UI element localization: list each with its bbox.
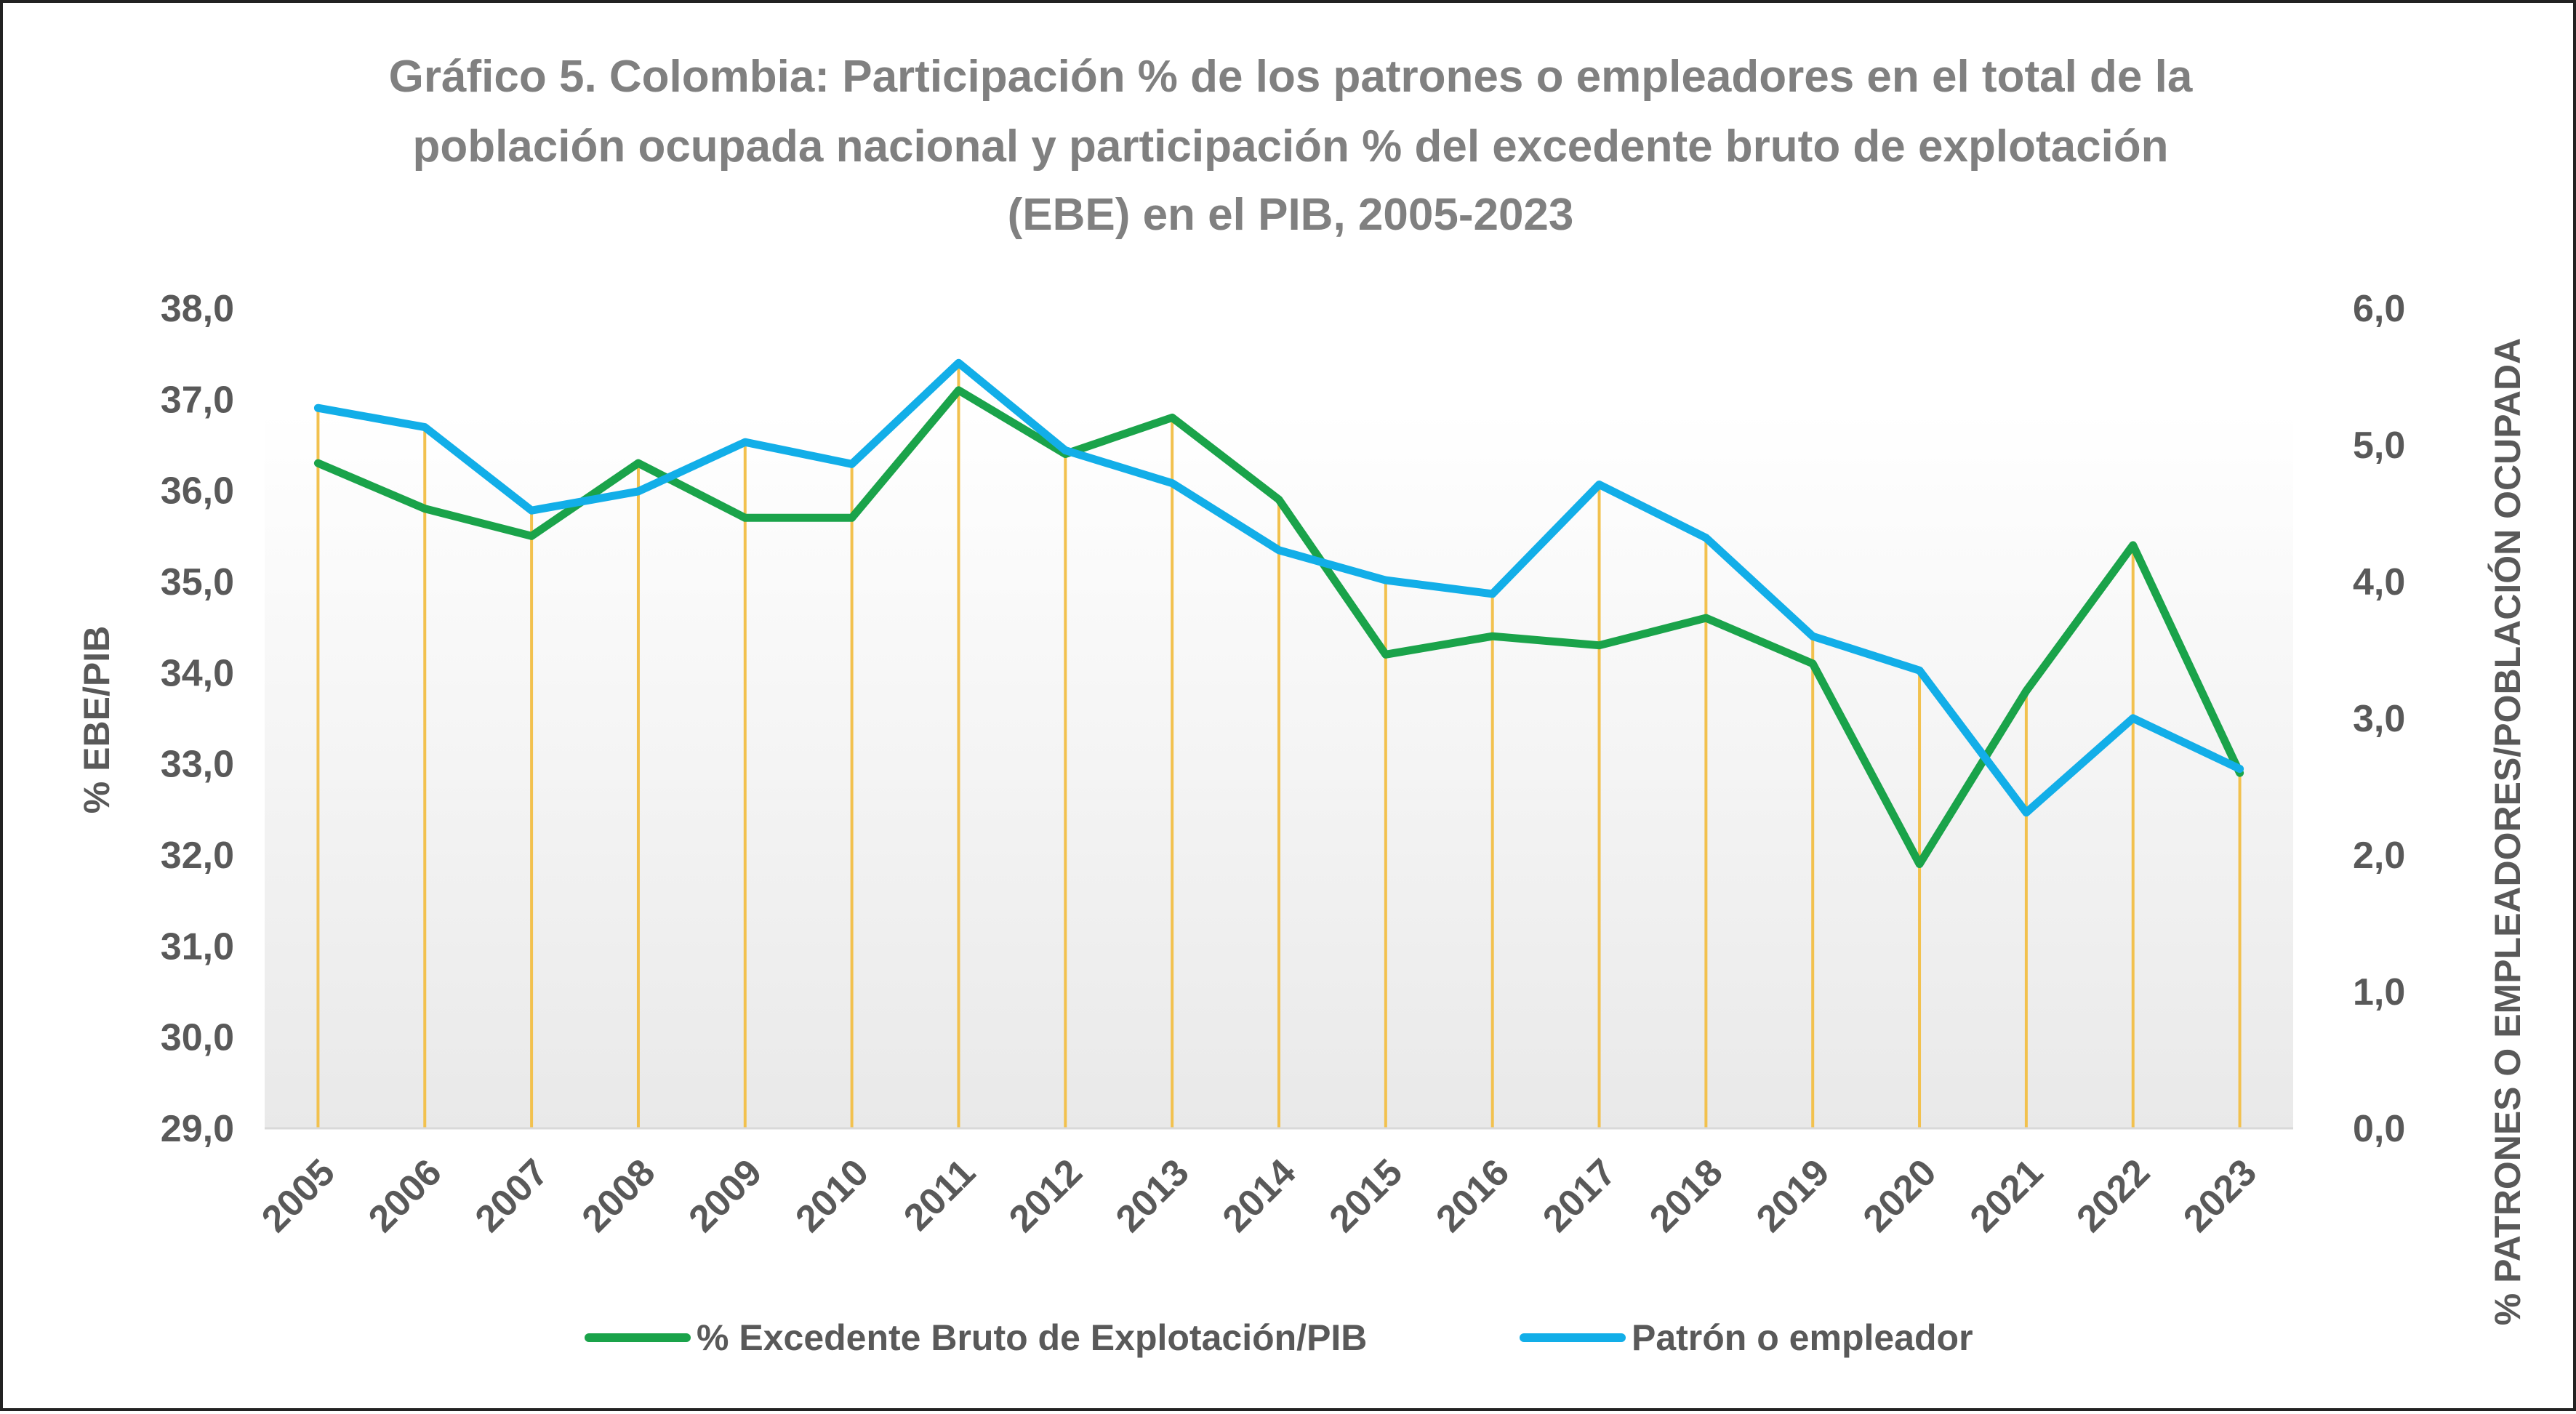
x-tick-label: 2009 (681, 1151, 770, 1240)
series-lines (313, 358, 2244, 868)
legend-item-patron[interactable]: Patrón o empleador (1520, 1317, 1973, 1358)
x-tick-label: 2016 (1428, 1151, 1517, 1240)
x-tick-label: 2013 (1108, 1151, 1197, 1240)
left-tick-label: 35,0 (161, 561, 234, 603)
left-tick-label: 32,0 (161, 835, 234, 877)
legend: % Excedente Bruto de Explotación/PIB Pat… (585, 1317, 1973, 1358)
x-tick-label: 2017 (1535, 1151, 1624, 1240)
right-axis-ticks: 0,0 1,0 2,0 3,0 4,0 5,0 6,0 (2353, 288, 2405, 1150)
left-tick-label: 29,0 (161, 1108, 234, 1150)
x-tick-label: 2005 (254, 1151, 343, 1240)
x-tick-label: 2015 (1322, 1151, 1411, 1240)
right-tick-label: 1,0 (2353, 971, 2405, 1013)
right-tick-label: 3,0 (2353, 698, 2405, 740)
legend-label-ebe: % Excedente Bruto de Explotación/PIB (697, 1317, 1367, 1358)
x-tick-label: 2006 (361, 1151, 450, 1240)
x-tick-label: 2010 (787, 1151, 877, 1240)
right-tick-label: 2,0 (2353, 835, 2405, 877)
right-tick-label: 6,0 (2353, 288, 2405, 330)
x-tick-label: 2021 (1962, 1151, 2052, 1240)
legend-item-ebe[interactable]: % Excedente Bruto de Explotación/PIB (585, 1317, 1367, 1358)
left-axis-label: % EBE/PIB (76, 626, 117, 814)
right-tick-label: 4,0 (2353, 561, 2405, 603)
left-tick-label: 31,0 (161, 925, 234, 968)
chart-title-line-3: (EBE) en el PIB, 2005-2023 (1008, 190, 1574, 240)
chart-title-line-2: población ocupada nacional y participaci… (412, 121, 2168, 172)
right-tick-label: 0,0 (2353, 1108, 2405, 1150)
x-tick-label: 2012 (1001, 1151, 1091, 1240)
legend-label-patron: Patrón o empleador (1632, 1317, 1973, 1358)
left-tick-label: 38,0 (161, 288, 234, 330)
x-tick-label: 2011 (896, 1151, 984, 1239)
right-axis-label: % PATRONES O EMPLEADORES/POBLACIÓN OCUPA… (2487, 338, 2528, 1325)
left-tick-label: 37,0 (161, 379, 234, 421)
x-tick-label: 2018 (1642, 1151, 1731, 1240)
right-tick-label: 5,0 (2353, 425, 2405, 467)
x-tick-label: 2007 (468, 1151, 557, 1240)
left-tick-label: 34,0 (161, 652, 234, 694)
left-tick-label: 33,0 (161, 744, 234, 786)
left-tick-label: 30,0 (161, 1017, 234, 1059)
left-tick-label: 36,0 (161, 470, 234, 513)
series-line-ebe (313, 386, 2244, 868)
x-axis-ticks: 2005 2006 2007 2008 2009 2010 2011 2012 2013 2014… (254, 1151, 2265, 1240)
x-tick-label: 2008 (574, 1151, 664, 1240)
x-tick-label: 2019 (1749, 1151, 1838, 1240)
x-tick-label: 2023 (2175, 1151, 2265, 1240)
drop-lines (316, 363, 2242, 1128)
x-tick-label: 2020 (1855, 1151, 1945, 1240)
series-line-patron (313, 358, 2244, 817)
x-tick-label: 2014 (1215, 1151, 1304, 1240)
x-tick-label: 2022 (2069, 1151, 2158, 1240)
chart-title-line-1: Gráfico 5. Colombia: Participación % de … (389, 52, 2193, 102)
line-chart: Gráfico 5. Colombia: Participación % de … (76, 52, 2528, 1358)
left-axis-ticks: 29,0 30,0 31,0 32,0 33,0 34,0 35,0 36,0 37,0 38,0 (161, 288, 234, 1150)
